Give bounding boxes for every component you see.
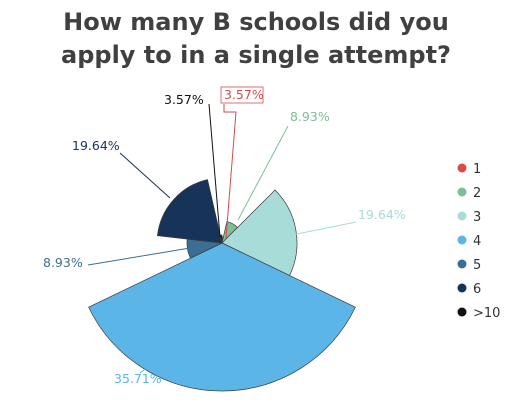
pie-slices (88, 179, 356, 392)
legend-label-3: 3 (473, 210, 481, 225)
legend-label-1: 1 (473, 162, 481, 177)
legend-label-5: 5 (473, 258, 481, 273)
legend-label-4: 4 (473, 234, 481, 249)
legend-marker-6 (457, 283, 467, 293)
data-labels: 3.57% 8.93% 19.64% 35.71% 8.93% 19.64% 3.57% (43, 86, 406, 386)
data-label-gt10: 3.57% (164, 92, 204, 107)
data-label-1: 3.57% (224, 87, 264, 102)
legend-marker-2 (457, 187, 467, 197)
legend-marker-3 (457, 211, 467, 221)
leader-line-4 (139, 349, 171, 374)
leader-line-3 (291, 221, 357, 236)
data-label-2: 8.93% (290, 109, 330, 124)
leader-line-5 (87, 247, 191, 266)
pie-slice-6 (157, 179, 223, 244)
leader-line-6 (119, 152, 171, 199)
data-label-box-1 (220, 86, 264, 104)
data-label-5: 8.93% (43, 255, 83, 270)
legend-label-6: 6 (473, 282, 481, 297)
leader-line-1 (223, 104, 237, 239)
legend-marker-gt10 (457, 307, 467, 317)
pie-slice-4 (88, 242, 356, 392)
leader-lines (87, 103, 357, 374)
legend-marker-4 (457, 235, 467, 245)
legend-marker-5 (457, 259, 467, 269)
data-label-3: 19.64% (358, 207, 406, 222)
pie-slice-3 (221, 189, 298, 277)
legend: 1 2 3 4 5 6 >10 (457, 162, 500, 321)
leader-line-gt10 (208, 103, 221, 238)
leader-line-2 (237, 125, 289, 221)
legend-label-2: 2 (473, 186, 481, 201)
legend-label-gt10: >10 (473, 306, 500, 321)
data-label-6: 19.64% (72, 138, 120, 153)
legend-marker-1 (457, 163, 467, 173)
chart-title-line-2: apply to in a single attempt? (61, 41, 451, 69)
chart-title: How many B schools did you apply to in a… (0, 6, 512, 72)
data-label-4: 35.71% (114, 371, 162, 386)
chart-title-line-1: How many B schools did you (63, 8, 449, 36)
